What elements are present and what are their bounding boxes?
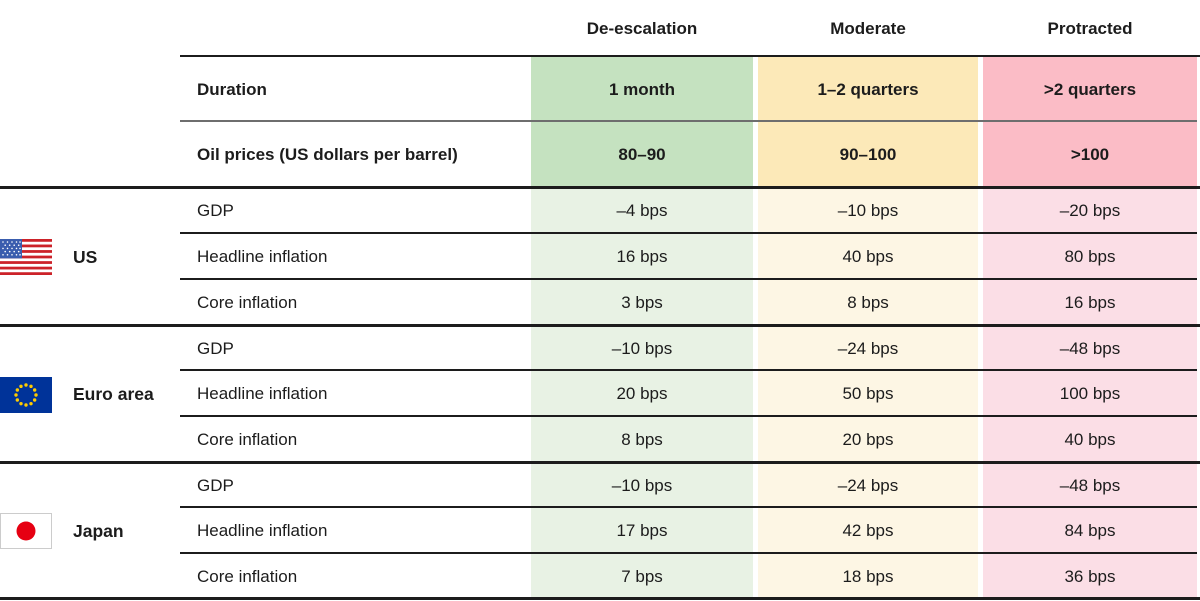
row-label: GDP — [197, 338, 234, 358]
section-divider-line — [0, 324, 1200, 327]
section-divider-line — [0, 186, 1200, 189]
region-label: Euro area — [73, 384, 154, 404]
duration-moderate: 1–2 quarters — [758, 57, 978, 122]
row-label: GDP — [197, 201, 234, 220]
eu-gdp-moderate: –24 bps — [758, 326, 978, 371]
jp-headline-row: Headline inflation 17 bps 42 bps 84 bps — [0, 508, 1200, 554]
jp-gdp-protracted: –48 bps — [983, 463, 1197, 508]
jp-headline-moderate: 42 bps — [758, 508, 978, 554]
jp-core-de-escalation: 7 bps — [531, 554, 753, 599]
duration-label: Duration — [197, 79, 267, 99]
jp-gdp-de-escalation: –10 bps — [531, 463, 753, 508]
us-gdp-row: GDP –4 bps –10 bps –20 bps — [0, 188, 1200, 234]
us-headline-de-escalation: 16 bps — [531, 234, 753, 280]
eu-gdp-protracted: –48 bps — [983, 326, 1197, 371]
eu-gdp-de-escalation: –10 bps — [531, 326, 753, 371]
eu-flag-icon — [0, 376, 52, 413]
column-header-moderate: Moderate — [830, 18, 906, 38]
jp-headline-protracted: 84 bps — [983, 508, 1197, 554]
duration-oil-divider-line — [180, 120, 1197, 122]
us-core-de-escalation: 3 bps — [531, 280, 753, 326]
us-headline-protracted: 80 bps — [983, 234, 1197, 280]
region-euro-area: Euro area — [0, 326, 180, 463]
eu-headline-protracted: 100 bps — [983, 371, 1197, 417]
eu-core-de-escalation: 8 bps — [531, 417, 753, 463]
row-divider-line — [180, 232, 1197, 234]
column-header-de-escalation: De-escalation — [586, 18, 698, 38]
jp-headline-de-escalation: 17 bps — [531, 508, 753, 554]
us-core-protracted: 16 bps — [983, 280, 1197, 326]
row-label: Headline inflation — [197, 384, 328, 403]
row-label: Headline inflation — [197, 247, 328, 266]
oil-prices-label: Oil prices (US dollars per barrel) — [197, 145, 458, 164]
jp-core-row: Core inflation 7 bps 18 bps 36 bps — [0, 554, 1200, 599]
row-divider-line — [180, 278, 1197, 280]
jp-gdp-moderate: –24 bps — [758, 463, 978, 508]
us-core-moderate: 8 bps — [758, 280, 978, 326]
us-core-row: Core inflation 3 bps 8 bps 16 bps — [0, 280, 1200, 326]
row-label: Headline inflation — [197, 521, 328, 540]
duration-de-escalation: 1 month — [531, 57, 753, 122]
row-label: Core inflation — [197, 566, 298, 586]
oil-prices-row: Oil prices (US dollars per barrel) 80–90… — [0, 122, 1200, 188]
section-divider-line — [0, 461, 1200, 464]
eu-core-row: Core inflation 8 bps 20 bps 40 bps — [0, 417, 1200, 463]
row-label: Core inflation — [197, 293, 298, 312]
us-gdp-protracted: –20 bps — [983, 188, 1197, 234]
eu-headline-moderate: 50 bps — [758, 371, 978, 417]
eu-headline-row: Headline inflation 20 bps 50 bps 100 bps — [0, 371, 1200, 417]
eu-core-protracted: 40 bps — [983, 417, 1197, 463]
row-divider-line — [180, 552, 1197, 554]
jp-flag-icon — [0, 513, 52, 549]
region-japan: Japan — [0, 463, 180, 599]
header-divider-line — [180, 55, 1200, 57]
eu-core-moderate: 20 bps — [758, 417, 978, 463]
duration-protracted: >2 quarters — [983, 57, 1197, 122]
us-headline-row: Headline inflation 16 bps 40 bps 80 bps — [0, 234, 1200, 280]
jp-gdp-row: GDP –10 bps –24 bps –48 bps — [0, 463, 1200, 508]
row-label: Core inflation — [197, 430, 298, 449]
region-us: US — [0, 188, 180, 326]
oil-de-escalation: 80–90 — [531, 122, 753, 188]
region-label: US — [73, 246, 98, 267]
header-region-spacer — [0, 0, 180, 57]
oil-moderate: 90–100 — [758, 122, 978, 188]
table-header-row: De-escalation Moderate Protracted — [0, 0, 1200, 57]
table-bottom-line — [0, 597, 1200, 600]
row-divider-line — [180, 415, 1197, 417]
duration-row: Duration 1 month 1–2 quarters >2 quarter… — [0, 57, 1200, 122]
us-headline-moderate: 40 bps — [758, 234, 978, 280]
jp-core-protracted: 36 bps — [983, 554, 1197, 599]
us-gdp-de-escalation: –4 bps — [531, 188, 753, 234]
eu-headline-de-escalation: 20 bps — [531, 371, 753, 417]
row-label: GDP — [197, 475, 234, 495]
us-flag-icon — [0, 239, 52, 275]
column-header-protracted: Protracted — [1047, 18, 1133, 38]
header-label-spacer — [180, 0, 531, 57]
eu-gdp-row: GDP –10 bps –24 bps –48 bps — [0, 326, 1200, 371]
region-label: Japan — [73, 520, 124, 541]
us-gdp-moderate: –10 bps — [758, 188, 978, 234]
row-divider-line — [180, 506, 1197, 508]
row-divider-line — [180, 369, 1197, 371]
jp-core-moderate: 18 bps — [758, 554, 978, 599]
oil-protracted: >100 — [983, 122, 1197, 188]
